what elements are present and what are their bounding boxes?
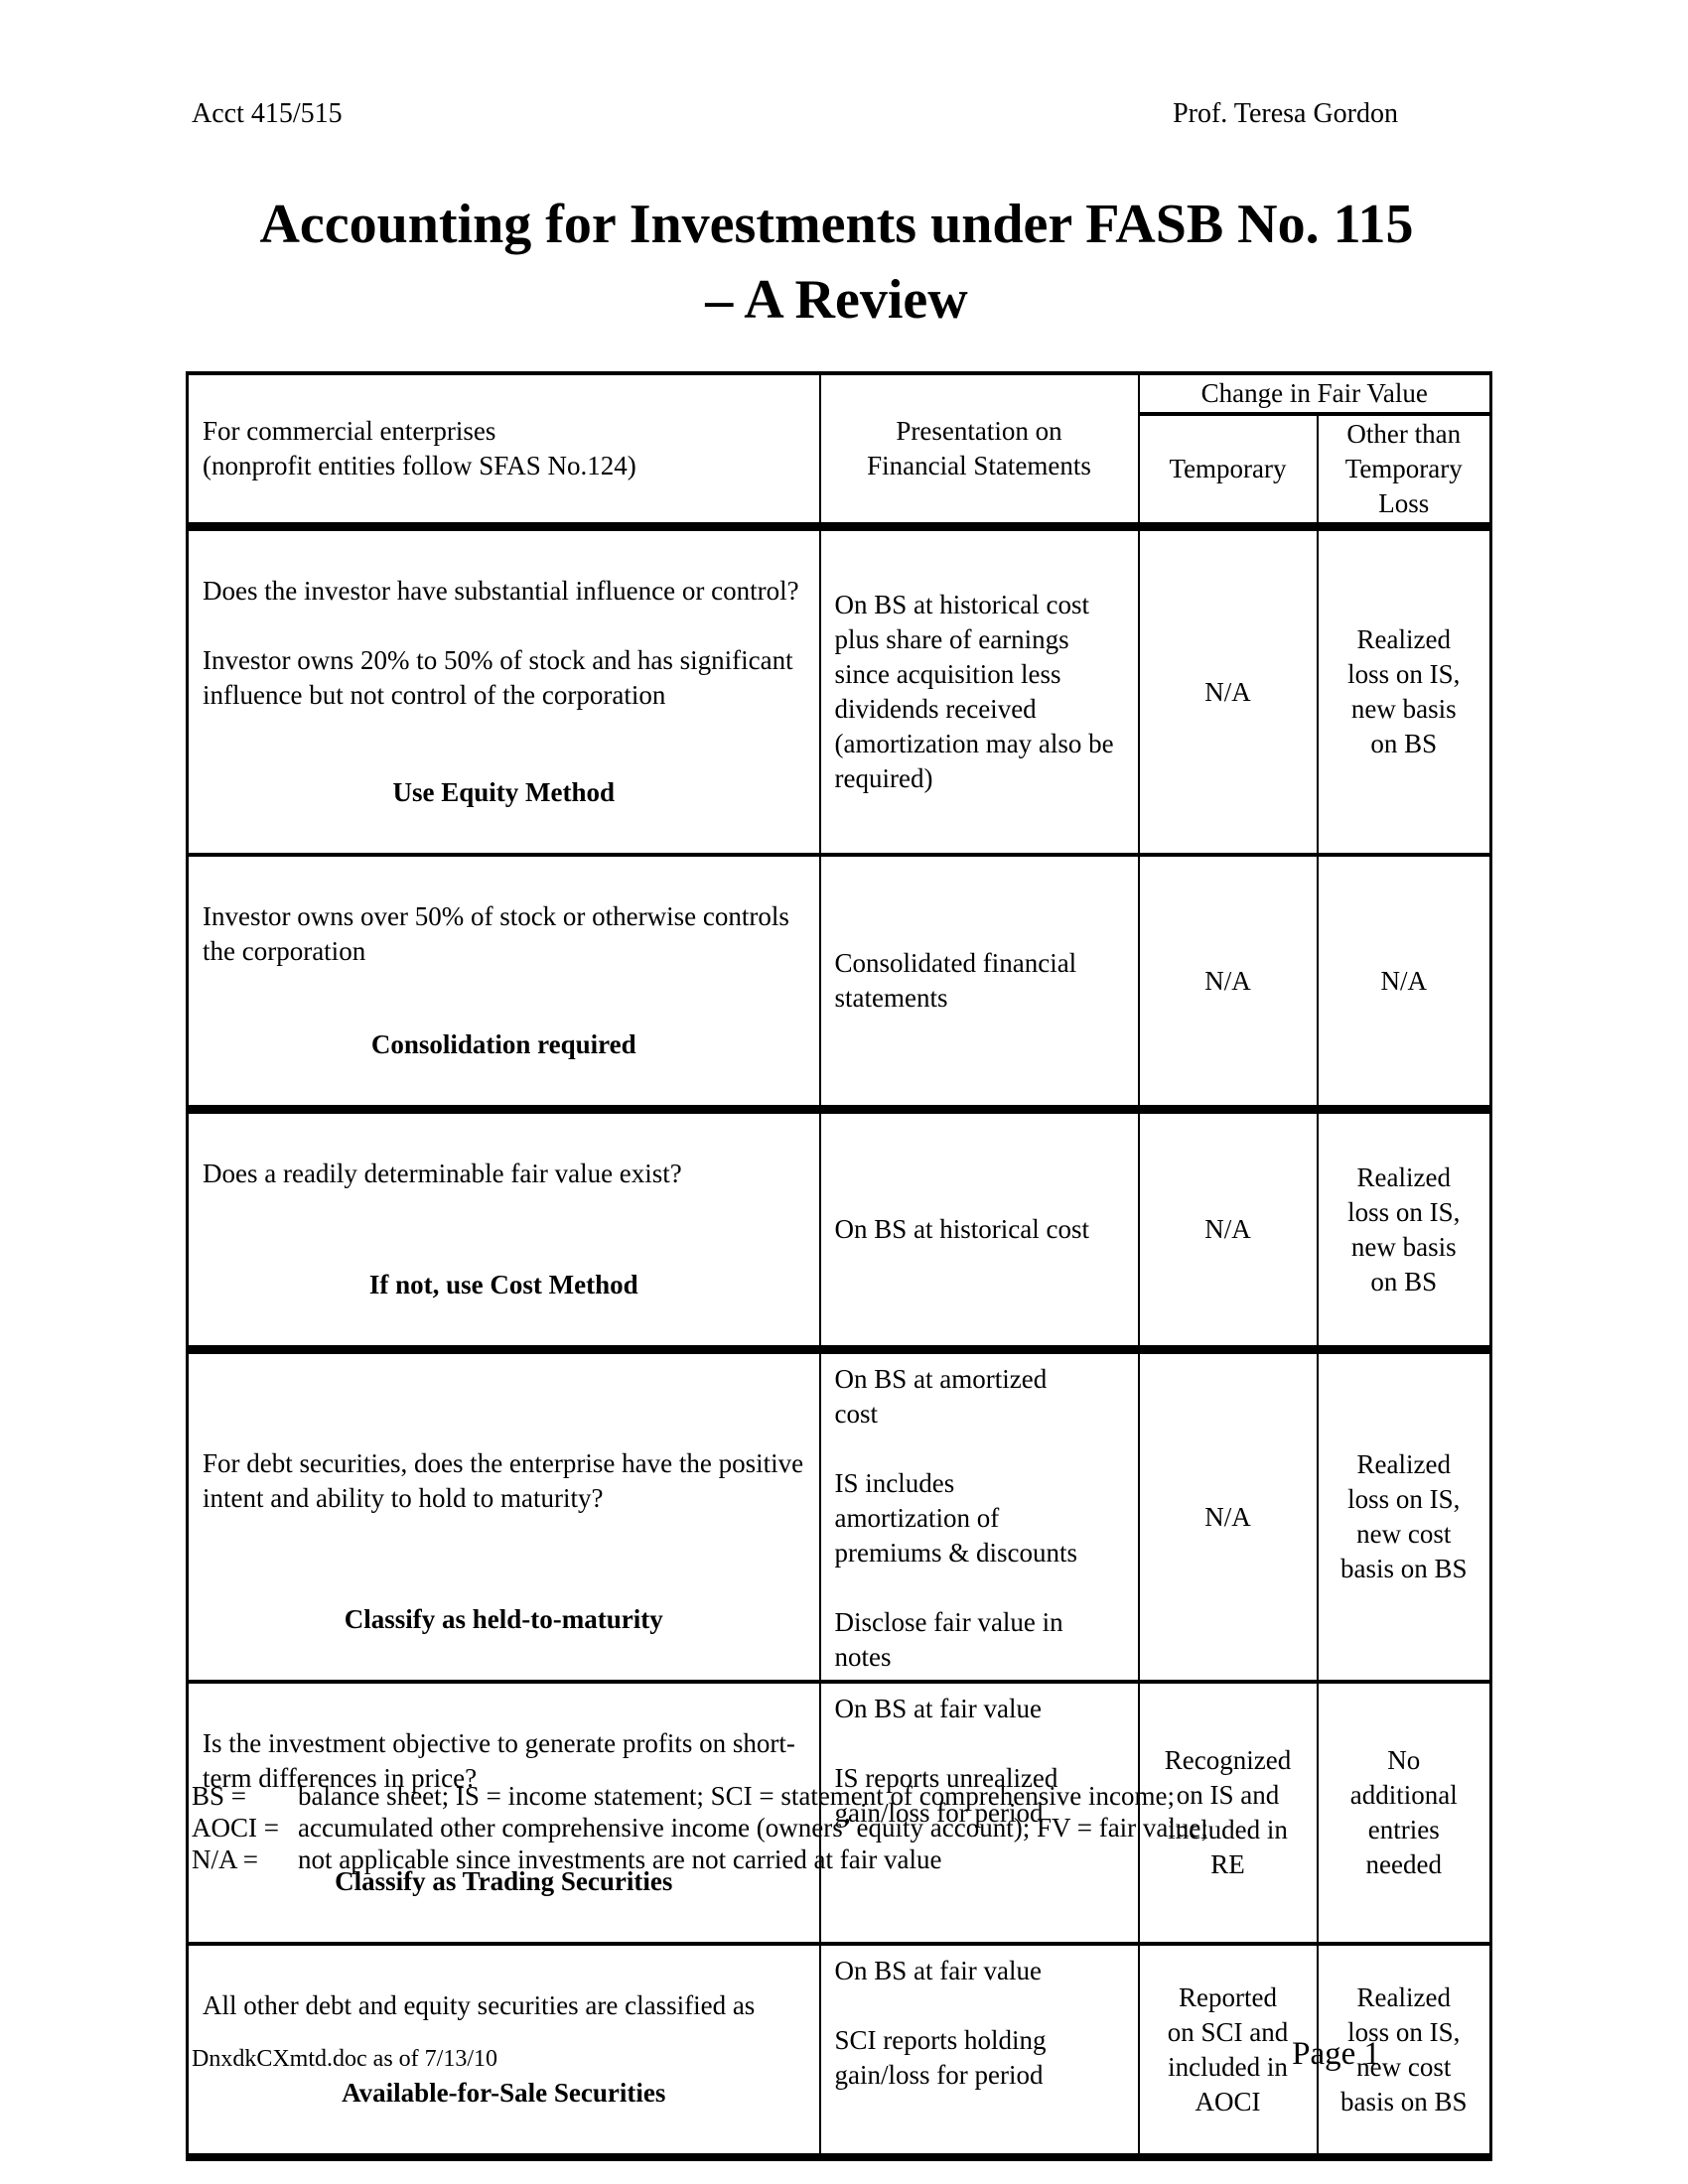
document-title-line2: – A Review — [705, 269, 968, 331]
presentation-cell: On BS at fair value IS reports unrealize… — [818, 1680, 1140, 1946]
course-code: Acct 415/515 — [192, 98, 343, 129]
method-label: Use Equity Method — [392, 777, 615, 807]
question-cell: Is the investment objective to generate … — [186, 1680, 821, 1946]
table-header-row-1: For commercial enterprises (nonprofit en… — [186, 371, 1492, 531]
temporary-cell: N/A — [1137, 524, 1319, 857]
abbreviation-legend: BS = balance sheet; IS = income statemen… — [192, 1780, 1482, 1875]
question-text: For debt securities, does the enterprise… — [203, 1448, 804, 1513]
question-text: All other debt and equity securities are… — [203, 1990, 756, 2020]
method-label: Classify as held-to-maturity — [344, 1604, 663, 1634]
temporary-cell: N/A — [1137, 1347, 1319, 1684]
table-row-equity-method: Does the investor have substantial influ… — [186, 524, 1492, 857]
table-row-held-to-maturity: For debt securities, does the enterprise… — [186, 1347, 1492, 1684]
legend-label: BS = — [192, 1781, 247, 1811]
table-row-consolidation: Investor owns over 50% of stock or other… — [186, 853, 1492, 1114]
question-cell: Does the investor have substantial influ… — [186, 524, 821, 857]
legend-text: not applicable since investments are not… — [298, 1844, 942, 1874]
temporary-cell: Recognized on IS and included in RE — [1137, 1680, 1319, 1946]
question-text: Does a readily determinable fair value e… — [203, 1159, 682, 1188]
document-title: Accounting for Investments under FASB No… — [185, 187, 1488, 338]
professor-name: Prof. Teresa Gordon — [1173, 98, 1398, 129]
table-row-cost-method: Does a readily determinable fair value e… — [186, 1107, 1492, 1354]
legend-line-aoci: AOCI = accumulated other comprehensive i… — [192, 1812, 1482, 1843]
presentation-cell: On BS at fair value SCI reports holding … — [818, 1942, 1140, 2161]
question-cell: For debt securities, does the enterprise… — [186, 1347, 821, 1684]
question-text: Investor owns over 50% of stock or other… — [203, 901, 789, 966]
question-cell: Does a readily determinable fair value e… — [186, 1107, 821, 1354]
method-label: Classify as Trading Securities — [335, 1866, 673, 1896]
header-presentation: Presentation on Financial Statements — [818, 371, 1140, 531]
temporary-cell: Reported on SCI and included in AOCI — [1137, 1942, 1319, 2161]
legend-label: AOCI = — [192, 1813, 279, 1843]
other-than-temporary-cell: Realized loss on IS, new cost basis on B… — [1316, 1347, 1492, 1684]
legend-text: balance sheet; IS = income statement; SC… — [298, 1781, 1175, 1811]
other-than-temporary-cell: Realized loss on IS, new basis on BS — [1316, 1107, 1492, 1354]
header-other-than-temporary-loss: Other than Temporary Loss — [1316, 412, 1492, 531]
other-than-temporary-cell: Realized loss on IS, new basis on BS — [1316, 524, 1492, 857]
legend-text: accumulated other comprehensive income (… — [298, 1813, 1208, 1843]
table-header-row-2: Temporary Other than Temporary Loss — [188, 412, 1492, 531]
presentation-cell: On BS at amortized cost IS includes amor… — [818, 1347, 1140, 1684]
investments-table: For commercial enterprises (nonprofit en… — [186, 371, 1492, 2161]
doc-header: Acct 415/515 Prof. Teresa Gordon — [192, 97, 1398, 131]
page-number: Page 1 — [1292, 2036, 1380, 2072]
other-than-temporary-cell: N/A — [1316, 853, 1492, 1114]
presentation-cell: On BS at historical cost plus share of e… — [818, 524, 1140, 857]
table-row-trading-securities: Is the investment objective to generate … — [186, 1680, 1492, 1946]
legend-line-na: N/A = not applicable since investments a… — [192, 1843, 1482, 1875]
presentation-cell: On BS at historical cost — [818, 1107, 1140, 1354]
question-cell: All other debt and equity securities are… — [186, 1942, 821, 2161]
legend-label: N/A = — [192, 1844, 258, 1874]
question-text: Does the investor have substantial influ… — [203, 576, 799, 710]
method-label: Available-for-Sale Securities — [342, 2078, 666, 2108]
header-change-in-fair-value: Change in Fair Value — [1137, 371, 1492, 416]
temporary-cell: N/A — [1137, 1107, 1319, 1354]
temporary-cell: N/A — [1137, 853, 1319, 1114]
document-filename: DnxdkCXmtd.doc as of 7/13/10 — [192, 2046, 497, 2072]
question-cell: Investor owns over 50% of stock or other… — [186, 853, 821, 1114]
header-temporary: Temporary — [1137, 412, 1319, 531]
document-title-line1: Accounting for Investments under FASB No… — [259, 194, 1414, 255]
other-than-temporary-cell: Realized loss on IS, new cost basis on B… — [1316, 1942, 1492, 2161]
header-commercial-enterprises: For commercial enterprises (nonprofit en… — [186, 371, 821, 531]
method-label: If not, use Cost Method — [368, 1270, 638, 1299]
question-text: Is the investment objective to generate … — [203, 1728, 795, 1793]
other-than-temporary-cell: No additional entries needed — [1316, 1680, 1492, 1946]
presentation-cell: Consolidated financial statements — [818, 853, 1140, 1114]
method-label: Consolidation required — [370, 1029, 636, 1059]
table-row-available-for-sale: All other debt and equity securities are… — [186, 1942, 1492, 2161]
legend-line-bs: BS = balance sheet; IS = income statemen… — [192, 1780, 1482, 1812]
